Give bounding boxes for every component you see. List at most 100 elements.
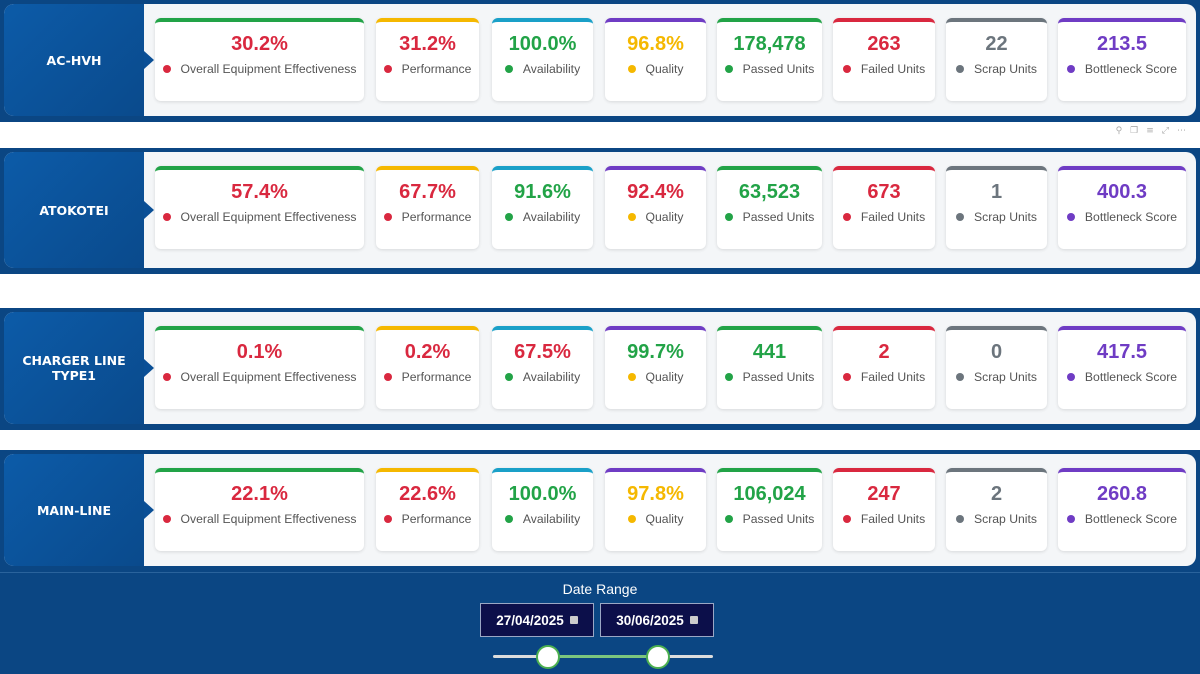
status-dot-icon (724, 65, 733, 73)
status-dot-icon (162, 515, 171, 523)
kpi-card[interactable]: 57.4% Overall Equipment Effectiveness (155, 166, 364, 249)
kpi-value: 1 (990, 181, 1003, 203)
kpi-card[interactable]: 99.7% Quality (605, 326, 706, 409)
start-date-input[interactable]: 27/04/2025 (480, 603, 594, 637)
kpi-card[interactable]: 263 Failed Units (833, 18, 935, 101)
kpi-card[interactable]: 673 Failed Units (833, 166, 935, 249)
kpi-label: Bottleneck Score (1084, 512, 1178, 526)
kpi-card[interactable]: 178,478 Passed Units (717, 18, 822, 101)
kpi-value: 96.8% (627, 33, 684, 55)
status-dot-icon (724, 515, 733, 523)
kpi-caption: Availability (492, 512, 593, 526)
calendar-icon[interactable] (689, 616, 698, 624)
kpi-caption: Performance (376, 512, 479, 526)
status-dot-icon (383, 515, 392, 523)
kpi-value: 400.3 (1096, 181, 1148, 203)
kpi-card[interactable]: 22.6% Performance (376, 468, 479, 551)
status-dot-icon (627, 373, 636, 381)
kpi-caption: Performance (376, 210, 479, 224)
kpi-card[interactable]: 100.0% Availability (492, 468, 593, 551)
kpi-card[interactable]: 63,523 Passed Units (717, 166, 822, 249)
kpi-card[interactable]: 106,024 Passed Units (717, 468, 822, 551)
status-dot-icon (1066, 373, 1075, 381)
line-name: AC-HVH (4, 4, 144, 116)
kpi-caption: Overall Equipment Effectiveness (155, 62, 364, 76)
kpi-card[interactable]: 67.5% Availability (492, 326, 593, 409)
kpi-card[interactable]: 400.3 Bottleneck Score (1058, 166, 1186, 249)
kpi-card[interactable]: 0.1% Overall Equipment Effectiveness (155, 326, 364, 409)
kpi-value: 263 (867, 33, 901, 55)
kpi-label: Quality (645, 210, 684, 224)
kpi-card[interactable]: 2 Failed Units (833, 326, 935, 409)
kpi-label: Failed Units (860, 62, 926, 76)
end-date-input[interactable]: 30/06/2025 (600, 603, 714, 637)
status-dot-icon (504, 515, 513, 523)
line-name: MAIN-LINE (4, 454, 144, 566)
status-dot-icon (162, 373, 171, 381)
kpi-caption: Performance (376, 370, 479, 384)
kpi-caption: Scrap Units (946, 210, 1047, 224)
kpi-value: 2 (878, 341, 890, 363)
kpi-label: Overall Equipment Effectiveness (180, 370, 357, 384)
kpi-card[interactable]: 0.2% Performance (376, 326, 479, 409)
kpi-card[interactable]: 31.2% Performance (376, 18, 479, 101)
status-dot-icon (504, 373, 513, 381)
kpi-value: 0 (990, 341, 1003, 363)
kpi-label: Bottleneck Score (1084, 62, 1178, 76)
filter-icon[interactable]: ≡ (1146, 126, 1162, 136)
arrow-pointer (144, 359, 154, 377)
kpi-label: Availability (522, 210, 581, 224)
kpi-caption: Passed Units (717, 62, 822, 76)
kpi-label: Quality (645, 512, 684, 526)
kpi-label: Performance (401, 512, 472, 526)
line-panel: MAIN-LINE 22.1% Overall Equipment Effect… (4, 454, 1196, 566)
kpi-card[interactable]: 67.7% Performance (376, 166, 479, 249)
kpi-card[interactable]: 441 Passed Units (717, 326, 822, 409)
kpi-caption: Passed Units (717, 210, 822, 224)
kpi-card[interactable]: 0 Scrap Units (946, 326, 1047, 409)
focus-icon[interactable]: ⤢ (1161, 126, 1177, 136)
kpi-card[interactable]: 100.0% Availability (492, 18, 593, 101)
kpi-card[interactable]: 97.8% Quality (605, 468, 706, 551)
kpi-card[interactable]: 92.4% Quality (605, 166, 706, 249)
kpi-card[interactable]: 96.8% Quality (605, 18, 706, 101)
kpi-card[interactable]: 417.5 Bottleneck Score (1058, 326, 1186, 409)
kpi-value: 22.1% (231, 483, 288, 505)
date-slider-start-handle[interactable] (536, 645, 560, 669)
kpi-caption: Availability (492, 62, 593, 76)
kpi-card[interactable]: 213.5 Bottleneck Score (1058, 18, 1186, 101)
copy-icon[interactable]: ❐ (1130, 126, 1147, 136)
kpi-card[interactable]: 91.6% Availability (492, 166, 593, 249)
kpi-card[interactable]: 2 Scrap Units (946, 468, 1047, 551)
kpi-value: 0.2% (404, 341, 451, 363)
pin-icon[interactable]: ⚲ (1115, 126, 1131, 136)
calendar-icon[interactable] (569, 616, 578, 624)
kpi-value: 67.5% (514, 341, 571, 363)
kpi-caption: Passed Units (717, 512, 822, 526)
status-dot-icon (383, 373, 392, 381)
line-row: AC-HVH 30.2% Overall Equipment Effective… (0, 0, 1200, 122)
status-dot-icon (627, 515, 636, 523)
kpi-card[interactable]: 22 Scrap Units (946, 18, 1047, 101)
status-dot-icon (1066, 515, 1075, 523)
kpi-label: Passed Units (742, 370, 815, 384)
kpi-caption: Bottleneck Score (1058, 62, 1186, 76)
line-panel: CHARGER LINE TYPE1 0.1% Overall Equipmen… (4, 312, 1196, 424)
more-icon[interactable]: ⋯ (1177, 126, 1194, 136)
arrow-pointer (144, 201, 154, 219)
kpi-card[interactable]: 260.8 Bottleneck Score (1058, 468, 1186, 551)
line-panel: AC-HVH 30.2% Overall Equipment Effective… (4, 4, 1196, 116)
kpi-caption: Scrap Units (946, 370, 1047, 384)
status-dot-icon (956, 373, 964, 381)
kpi-card[interactable]: 247 Failed Units (833, 468, 935, 551)
visual-toolbar: ⚲❐≡⤢⋯ (1116, 126, 1194, 136)
status-dot-icon (842, 515, 851, 523)
kpi-value: 673 (867, 181, 901, 203)
kpi-label: Availability (522, 370, 581, 384)
kpi-card[interactable]: 22.1% Overall Equipment Effectiveness (155, 468, 364, 551)
kpi-card[interactable]: 30.2% Overall Equipment Effectiveness (155, 18, 364, 101)
kpi-value: 91.6% (514, 181, 571, 203)
kpi-value: 100.0% (508, 33, 577, 55)
date-slider-end-handle[interactable] (646, 645, 670, 669)
kpi-card[interactable]: 1 Scrap Units (946, 166, 1047, 249)
